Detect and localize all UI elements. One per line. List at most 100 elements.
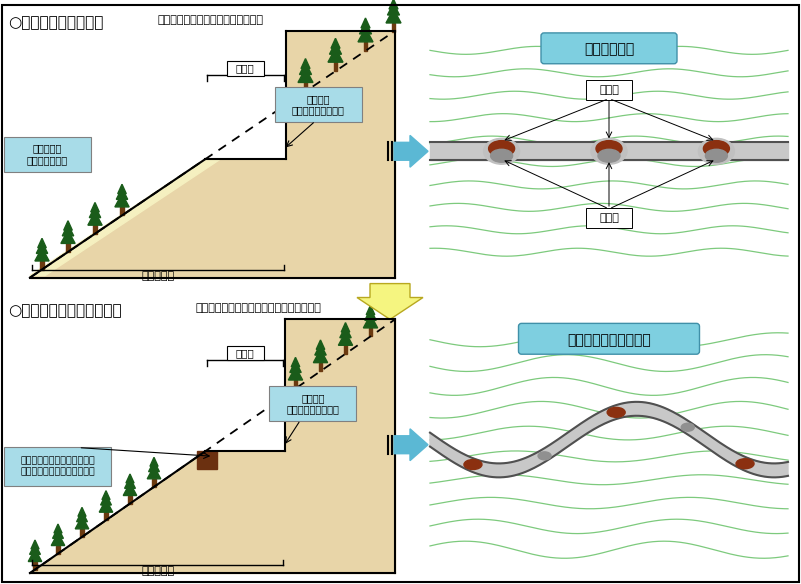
- Bar: [34, 562, 37, 569]
- Polygon shape: [197, 451, 217, 469]
- Text: 幅　員: 幅 員: [236, 63, 255, 74]
- Polygon shape: [386, 9, 401, 23]
- Bar: [430, 142, 788, 160]
- Polygon shape: [101, 494, 111, 505]
- Polygon shape: [28, 549, 42, 562]
- Polygon shape: [125, 478, 135, 488]
- Polygon shape: [30, 319, 395, 573]
- Polygon shape: [360, 22, 372, 34]
- Text: 佐　開　幅: 佐 開 幅: [141, 566, 175, 576]
- Text: 低い切土
（土工量が小さい）: 低い切土 （土工量が小さい）: [287, 393, 340, 415]
- Polygon shape: [30, 159, 220, 276]
- Ellipse shape: [698, 138, 735, 164]
- Bar: [120, 207, 123, 215]
- Polygon shape: [102, 491, 110, 500]
- Bar: [430, 317, 788, 573]
- Bar: [56, 545, 59, 554]
- Polygon shape: [366, 305, 375, 315]
- FancyBboxPatch shape: [4, 137, 91, 172]
- Polygon shape: [338, 332, 352, 345]
- FancyBboxPatch shape: [227, 346, 264, 360]
- Polygon shape: [38, 238, 46, 248]
- Polygon shape: [394, 135, 428, 167]
- Polygon shape: [61, 230, 75, 244]
- Polygon shape: [89, 206, 101, 218]
- Polygon shape: [30, 31, 395, 277]
- Polygon shape: [358, 28, 373, 42]
- Polygon shape: [77, 511, 87, 522]
- Polygon shape: [292, 357, 300, 367]
- Ellipse shape: [706, 150, 727, 162]
- Ellipse shape: [484, 138, 520, 164]
- Ellipse shape: [591, 138, 627, 164]
- Bar: [66, 244, 70, 252]
- Bar: [128, 495, 131, 503]
- Polygon shape: [290, 361, 301, 373]
- Bar: [368, 328, 372, 336]
- Ellipse shape: [703, 141, 730, 157]
- Ellipse shape: [598, 150, 620, 162]
- Polygon shape: [53, 527, 63, 538]
- Bar: [392, 23, 395, 32]
- Bar: [334, 62, 337, 71]
- Polygon shape: [91, 203, 99, 212]
- Polygon shape: [313, 349, 328, 363]
- Polygon shape: [147, 466, 161, 479]
- Polygon shape: [388, 3, 400, 15]
- FancyBboxPatch shape: [275, 87, 361, 122]
- Polygon shape: [301, 58, 310, 68]
- Polygon shape: [300, 62, 312, 75]
- Polygon shape: [54, 524, 62, 533]
- Ellipse shape: [736, 459, 754, 469]
- Polygon shape: [298, 68, 313, 82]
- Polygon shape: [118, 184, 127, 194]
- Bar: [104, 512, 107, 520]
- Polygon shape: [316, 340, 324, 349]
- Polygon shape: [36, 242, 48, 253]
- FancyBboxPatch shape: [541, 33, 677, 64]
- Text: 佐　開　幅: 佐 開 幅: [141, 270, 175, 281]
- Bar: [430, 28, 788, 274]
- Text: （土工量が少なく、安定している作業路）: （土工量が少なく、安定している作業路）: [195, 304, 321, 314]
- Polygon shape: [331, 39, 340, 48]
- Bar: [94, 225, 97, 234]
- Polygon shape: [364, 309, 376, 321]
- Polygon shape: [115, 194, 129, 207]
- Polygon shape: [75, 516, 89, 529]
- Polygon shape: [315, 344, 326, 355]
- Ellipse shape: [464, 460, 482, 470]
- Polygon shape: [35, 248, 49, 261]
- FancyBboxPatch shape: [269, 386, 356, 421]
- Text: 盛　土: 盛 土: [599, 213, 619, 223]
- Polygon shape: [99, 500, 113, 512]
- Polygon shape: [340, 326, 351, 338]
- Polygon shape: [430, 402, 788, 477]
- Text: （土工量が大きく、雨等にも弱い）: （土工量が大きく、雨等にも弱い）: [158, 15, 264, 25]
- Polygon shape: [364, 315, 377, 328]
- FancyBboxPatch shape: [518, 324, 699, 354]
- Polygon shape: [389, 0, 398, 9]
- Text: 直線的な線形: 直線的な線形: [584, 42, 634, 56]
- Polygon shape: [328, 48, 343, 62]
- Polygon shape: [88, 212, 102, 225]
- FancyBboxPatch shape: [586, 208, 632, 228]
- Text: 高い盛土高
（雨等に弱い）: 高い盛土高 （雨等に弱い）: [27, 144, 68, 165]
- Text: 幅　員: 幅 員: [236, 348, 255, 358]
- Bar: [344, 345, 347, 354]
- Ellipse shape: [682, 423, 694, 431]
- Text: ○　切土高を抑えた作業路: ○ 切土高を抑えた作業路: [8, 304, 122, 318]
- Polygon shape: [123, 483, 137, 495]
- FancyBboxPatch shape: [4, 447, 111, 486]
- Ellipse shape: [596, 141, 622, 157]
- Bar: [294, 380, 297, 388]
- Bar: [152, 479, 155, 487]
- FancyBboxPatch shape: [586, 79, 632, 99]
- Ellipse shape: [538, 452, 551, 460]
- Text: 等高線を考慮した線形: 等高線を考慮した線形: [567, 333, 651, 347]
- Polygon shape: [149, 461, 159, 472]
- Polygon shape: [341, 322, 350, 332]
- Polygon shape: [150, 457, 158, 466]
- Polygon shape: [62, 224, 74, 236]
- Text: ○　これまでの作業路: ○ これまでの作業路: [8, 15, 103, 30]
- Polygon shape: [51, 533, 65, 545]
